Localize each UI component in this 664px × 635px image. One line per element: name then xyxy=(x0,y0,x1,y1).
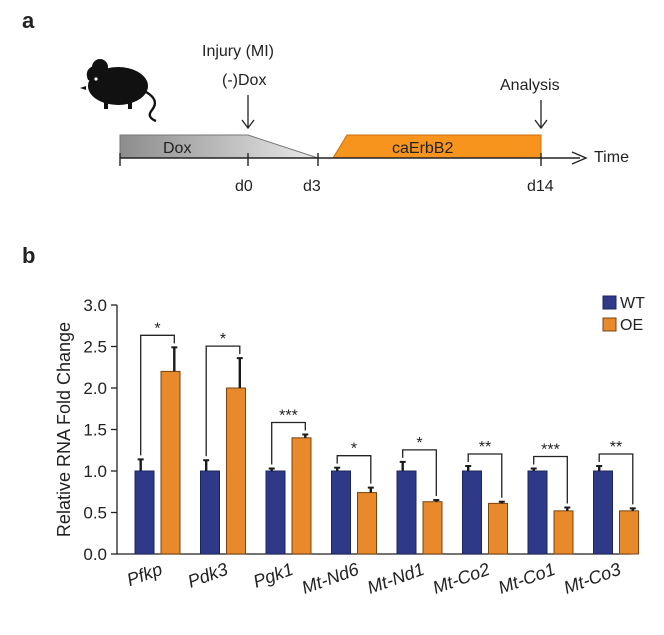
y-tick-label: 1.5 xyxy=(83,421,107,440)
y-tick-label: 2.0 xyxy=(83,379,107,398)
panel-b-label: b xyxy=(22,243,35,268)
x-tick-label-Pfkp: Pfkp xyxy=(124,559,165,590)
bar-wt-Pgk1 xyxy=(265,470,286,555)
significance-bracket-Pfkp xyxy=(140,334,175,456)
significance-label-Pgk1: *** xyxy=(279,407,298,424)
significance-label-Pfkp: * xyxy=(154,320,160,337)
bar-wt-Mt-Nd6 xyxy=(331,470,351,555)
significance-bracket-Mt-Nd6 xyxy=(336,455,372,484)
bar-oe-Mt-Nd6 xyxy=(357,492,377,555)
bar-wt-Mt-Nd1 xyxy=(396,470,417,555)
x-tick-label-Mt-Nd1: Mt-Nd1 xyxy=(365,559,427,598)
legend-swatch-OE xyxy=(602,317,617,332)
bar-wt-Mt-Co2 xyxy=(462,470,482,555)
x-tick-label-Pgk1: Pgk1 xyxy=(250,559,295,592)
bar-oe-Mt-Co3 xyxy=(619,510,639,555)
y-tick-label: 1.0 xyxy=(83,462,107,481)
significance-bracket-Pgk1 xyxy=(271,421,306,465)
significance-label-Mt-Nd1: * xyxy=(416,435,422,452)
tick-label-d3: d3 xyxy=(303,178,321,195)
bar-oe-Mt-Co2 xyxy=(488,502,508,555)
injury-label: Injury (MI) xyxy=(202,43,274,60)
bar-wt-Pfkp xyxy=(134,470,155,555)
bar-oe-Pgk1 xyxy=(291,437,312,555)
significance-label-Mt-Nd6: * xyxy=(351,441,357,458)
time-label: Time xyxy=(594,149,629,166)
erbb2-bar-label: caErbB2 xyxy=(392,140,453,157)
bar-wt-Mt-Co3 xyxy=(593,470,613,555)
analysis-label: Analysis xyxy=(500,77,560,94)
bar-chart: 0.0 0.5 1.0 1.5 2.0 2.5 3.0 Relative RNA Fold C… xyxy=(54,295,645,598)
bar-wt-Mt-Co1 xyxy=(527,470,548,555)
bar-oe-Pfkp xyxy=(160,370,181,555)
legend-label-WT: WT xyxy=(620,295,645,312)
x-tick-label-Mt-Co1: Mt-Co1 xyxy=(496,559,558,598)
bar-oe-Mt-Nd1 xyxy=(422,501,443,555)
significance-bracket-Pdk3 xyxy=(205,345,241,457)
tick-label-d0: d0 xyxy=(235,178,253,195)
legend-swatch-WT xyxy=(602,295,617,310)
bar-oe-Mt-Co1 xyxy=(553,510,574,555)
significance-bracket-Mt-Co1 xyxy=(533,455,568,504)
analysis-arrowhead xyxy=(534,119,548,130)
significance-label-Mt-Co3: ** xyxy=(610,439,622,456)
significance-bracket-Mt-Co2 xyxy=(467,453,503,498)
dox-bar xyxy=(119,134,319,159)
x-tick-label-Pdk3: Pdk3 xyxy=(185,559,230,592)
y-tick-label: 0.0 xyxy=(83,545,107,564)
panel-a-label: a xyxy=(22,8,35,33)
significance-bracket-Mt-Nd1 xyxy=(402,449,437,497)
legend-label-OE: OE xyxy=(620,317,643,334)
significance-label-Pdk3: * xyxy=(220,331,226,348)
dox-bar-label: Dox xyxy=(163,140,191,157)
y-axis-label: Relative RNA Fold Change xyxy=(54,322,74,537)
injury-arrowhead xyxy=(241,119,255,130)
significance-bracket-Mt-Co3 xyxy=(598,453,634,505)
significance-label-Mt-Co2: ** xyxy=(479,439,491,456)
y-tick-label: 3.0 xyxy=(83,296,107,315)
mouse-icon xyxy=(80,59,157,123)
x-tick-label-Mt-Co3: Mt-Co3 xyxy=(561,559,623,598)
significance-label-Mt-Co1: *** xyxy=(541,442,560,459)
tick-label-d14: d14 xyxy=(527,178,554,195)
x-tick-label-Mt-Co2: Mt-Co2 xyxy=(430,559,492,598)
time-axis-arrow xyxy=(571,151,588,165)
dox-withdrawal-label: (-)Dox xyxy=(222,72,266,89)
y-tick-label: 0.5 xyxy=(83,504,107,523)
y-tick-label: 2.5 xyxy=(83,338,107,357)
x-tick-label-Mt-Nd6: Mt-Nd6 xyxy=(299,559,362,598)
bar-oe-Pdk3 xyxy=(226,387,246,555)
bar-wt-Pdk3 xyxy=(200,470,220,555)
